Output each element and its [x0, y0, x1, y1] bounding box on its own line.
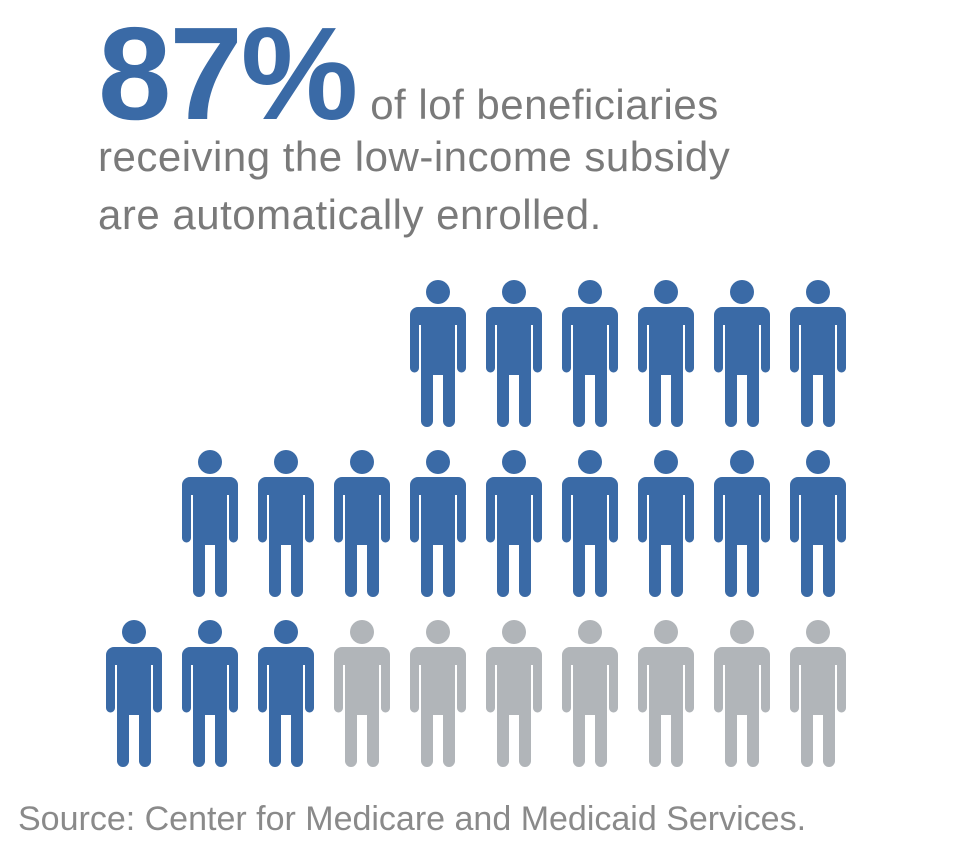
person-icon	[638, 620, 694, 767]
person-icon	[486, 620, 542, 767]
person-icon	[638, 450, 694, 597]
person-icon	[790, 620, 846, 767]
person-icon	[562, 280, 618, 427]
headline: 87% of lof beneficiaries receiving the l…	[98, 8, 948, 244]
person-icon	[790, 450, 846, 597]
person-icon	[714, 620, 770, 767]
person-icon	[258, 620, 314, 767]
headline-line-3: are automatically enrolled.	[98, 191, 602, 238]
person-icon	[638, 280, 694, 427]
person-icon	[714, 280, 770, 427]
headline-line-2: receiving the low-income subsidy	[98, 133, 731, 180]
source-note: Source: Center for Medicare and Medicaid…	[18, 800, 807, 838]
person-icon	[410, 280, 466, 427]
person-icon	[486, 450, 542, 597]
headline-line-1: of lof beneficiaries	[370, 81, 719, 128]
person-icon	[486, 280, 542, 427]
headline-percent: 87%	[98, 0, 358, 147]
person-icon	[182, 450, 238, 597]
person-icon	[562, 620, 618, 767]
person-icon	[106, 620, 162, 767]
person-icon	[334, 620, 390, 767]
person-icon	[562, 450, 618, 597]
person-icon	[410, 450, 466, 597]
person-icon	[182, 620, 238, 767]
person-icon	[714, 450, 770, 597]
person-icon	[334, 450, 390, 597]
person-icon	[410, 620, 466, 767]
person-icon	[258, 450, 314, 597]
person-icon	[790, 280, 846, 427]
